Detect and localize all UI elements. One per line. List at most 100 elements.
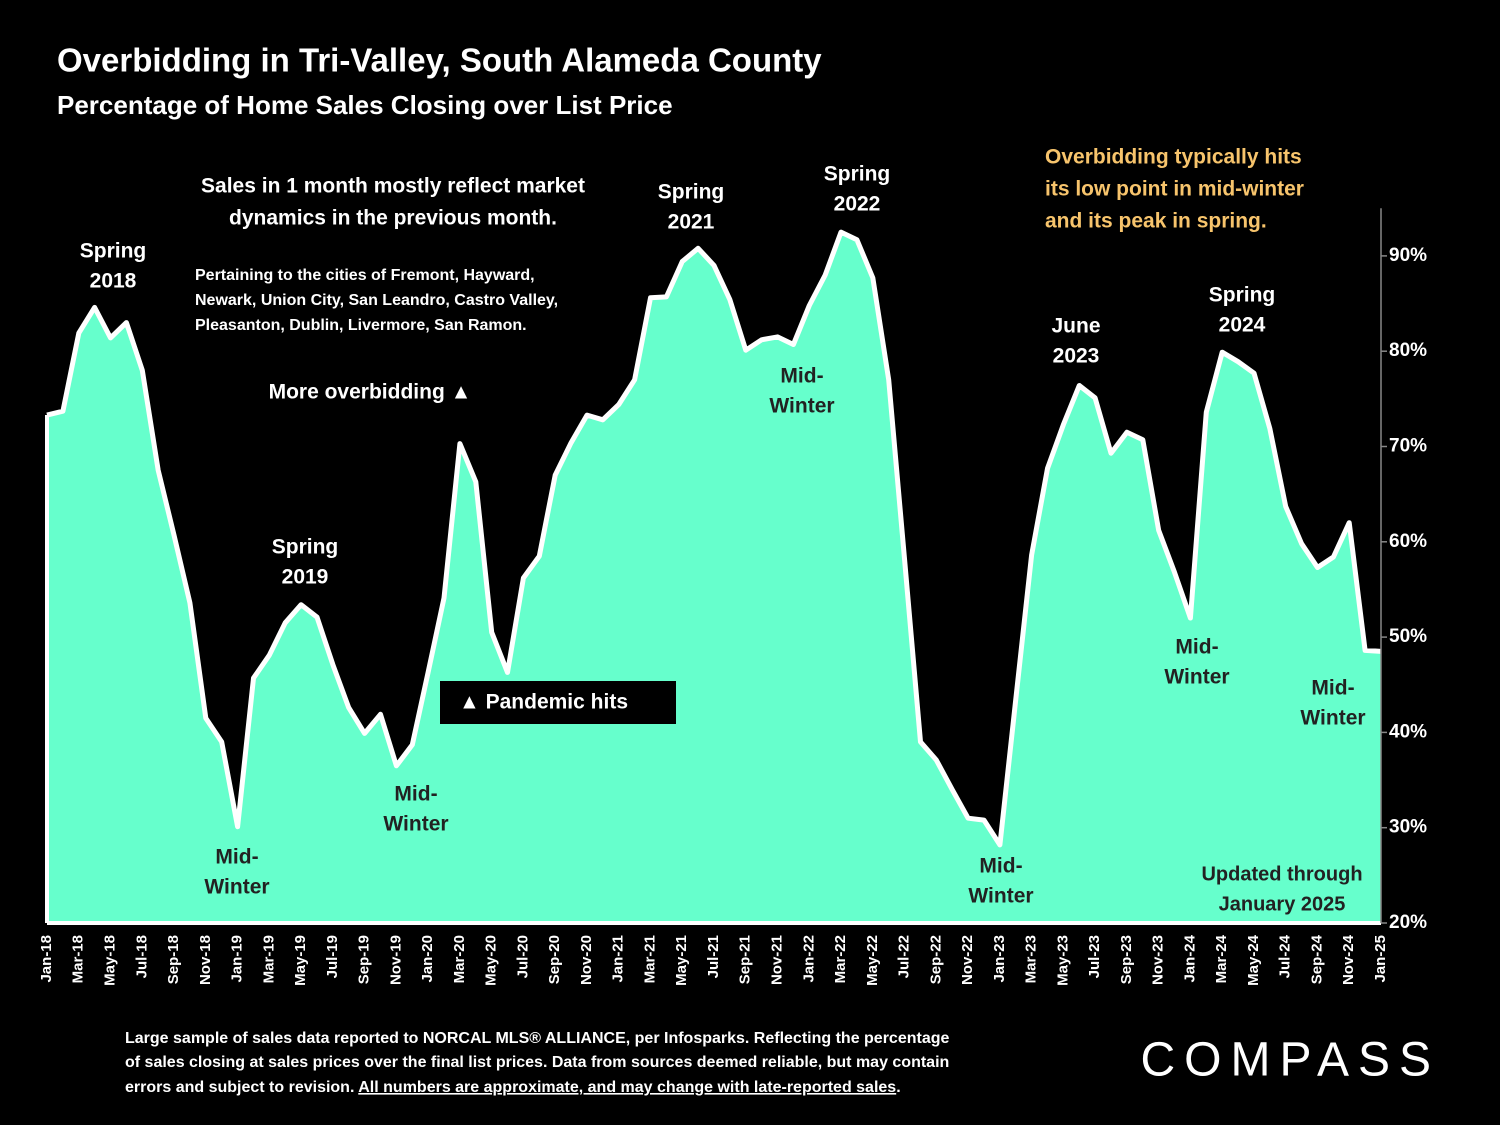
annotation: 2021 [668, 211, 715, 234]
annotation: 2024 [1219, 314, 1266, 337]
x-tick-label: Mar-22 [832, 935, 849, 983]
annotation: Pertaining to the cities of Fremont, Hay… [195, 267, 535, 284]
y-tick-label: 20% [1389, 912, 1427, 933]
annotation: Mid- [1311, 677, 1354, 700]
footnote: Large sample of sales data reported to N… [125, 1030, 950, 1047]
annotation: dynamics in the previous month. [229, 207, 557, 230]
annotation: and its peak in spring. [1045, 210, 1267, 233]
annotation: Spring [272, 536, 339, 559]
y-tick-label: 90% [1389, 245, 1427, 266]
annotation: Mid- [215, 846, 258, 869]
x-tick-label: Jul-21 [705, 935, 722, 978]
x-tick-label: Nov-24 [1340, 934, 1357, 985]
x-tick-label: Jan-24 [1181, 934, 1198, 982]
annotation: 2018 [90, 270, 137, 293]
x-tick-label: Sep-24 [1308, 934, 1325, 984]
x-tick-label: Jan-19 [229, 935, 246, 983]
x-tick-label: Jan-18 [38, 935, 55, 983]
footnote: of sales closing at sales prices over th… [125, 1054, 949, 1071]
y-tick-label: 70% [1389, 436, 1427, 457]
y-tick-label: 50% [1389, 626, 1427, 647]
x-tick-label: Nov-20 [578, 935, 595, 985]
annotation: Overbidding typically hits [1045, 146, 1302, 169]
x-tick-label: Sep-23 [1118, 935, 1135, 984]
x-tick-label: Nov-21 [768, 935, 785, 985]
annotation-box [440, 681, 676, 724]
annotation: 2022 [834, 193, 881, 216]
annotation: June [1051, 315, 1100, 338]
x-tick-label: May-19 [292, 935, 309, 986]
x-tick-label: Nov-18 [197, 935, 214, 985]
x-tick-label: Jul-23 [1086, 935, 1103, 978]
annotation: Sales in 1 month mostly reflect market [201, 175, 585, 198]
annotation: Spring [658, 181, 725, 204]
annotation: More overbidding ▲ [269, 381, 472, 404]
annotation: Pleasanton, Dublin, Livermore, San Ramon… [195, 317, 527, 334]
y-tick-label: 60% [1389, 531, 1427, 552]
footnote: errors and subject to revision. All numb… [125, 1079, 901, 1096]
x-tick-label: Jan-22 [800, 935, 817, 983]
x-tick-label: Jul-20 [514, 935, 531, 978]
annotation: Mid- [780, 365, 823, 388]
x-tick-label: Jul-19 [324, 935, 341, 978]
annotation: Winter [968, 885, 1033, 908]
annotation: Winter [1164, 666, 1229, 689]
annotation: Spring [1209, 284, 1276, 307]
annotation: Mid- [1175, 636, 1218, 659]
x-tick-label: May-24 [1245, 934, 1262, 986]
x-tick-label: Sep-19 [356, 935, 373, 984]
x-tick-label: Nov-22 [959, 935, 976, 985]
footnote: errors and subject to revision. [125, 1079, 358, 1096]
logo: COMPASS [1141, 1034, 1440, 1087]
x-tick-label: Mar-21 [641, 935, 658, 983]
chart-subtitle: Percentage of Home Sales Closing over Li… [57, 90, 673, 120]
annotation: 2023 [1053, 345, 1100, 368]
x-tick-label: Mar-20 [451, 935, 468, 983]
x-tick-label: May-20 [483, 935, 500, 986]
x-tick-label: Mar-18 [70, 935, 87, 983]
y-tick-label: 80% [1389, 340, 1427, 361]
x-tick-label: May-21 [673, 935, 690, 986]
x-tick-label: Jul-22 [896, 935, 913, 978]
plot: 20% 30% 40% 50% 60% 70% 80% 90% Jan-18 Mar-18 May-… [38, 208, 1427, 986]
x-tick-label: May-22 [864, 935, 881, 986]
x-tick-label: Nov-19 [387, 935, 404, 985]
x-tick-label: Sep-22 [927, 935, 944, 984]
line [46, 229, 1382, 848]
annotation: Spring [824, 163, 891, 186]
footnote: . [896, 1079, 900, 1096]
x-tick-label: Mar-24 [1213, 934, 1230, 983]
x-tick-label: Sep-20 [546, 935, 563, 984]
x-tick-label: Sep-18 [165, 935, 182, 984]
x-tick-label: May-18 [101, 935, 118, 986]
x-tick-label: Jan-25 [1372, 935, 1389, 983]
x-tick-label: Mar-23 [1023, 935, 1040, 983]
annotation: Mid- [394, 783, 437, 806]
footnote-underlined: All numbers are approximate, and may cha… [358, 1079, 896, 1096]
x-tick-label: Jul-18 [133, 935, 150, 978]
x-tick-label: Nov-23 [1150, 935, 1167, 985]
annotation: Spring [80, 240, 147, 263]
chart-title: Overbidding in Tri-Valley, South Alameda… [57, 42, 822, 79]
y-tick-label: 40% [1389, 721, 1427, 742]
annotation: ▲ Pandemic hits [459, 691, 628, 714]
annotation: Winter [769, 395, 834, 418]
x-tick-label: Jan-21 [610, 935, 627, 983]
annotation: Winter [204, 876, 269, 899]
x-tick-label: Jan-23 [991, 935, 1008, 983]
annotation: Winter [1300, 707, 1365, 730]
annotation: Newark, Union City, San Leandro, Castro … [195, 292, 558, 309]
annotation: Updated through [1201, 863, 1362, 885]
x-tick-label: Sep-21 [737, 935, 754, 984]
annotation: January 2025 [1219, 893, 1346, 915]
annotation: 2019 [282, 566, 329, 589]
annotation: Mid- [979, 855, 1022, 878]
annotations: Spring 2018 Sales in 1 month mostly reflec… [80, 146, 1366, 916]
y-tick-label: 30% [1389, 817, 1427, 838]
annotation: Winter [383, 813, 448, 836]
x-tick-label: May-23 [1054, 935, 1071, 986]
x-tick-label: Jul-24 [1277, 934, 1294, 978]
area [47, 232, 1381, 924]
x-tick-label: Mar-19 [260, 935, 277, 983]
